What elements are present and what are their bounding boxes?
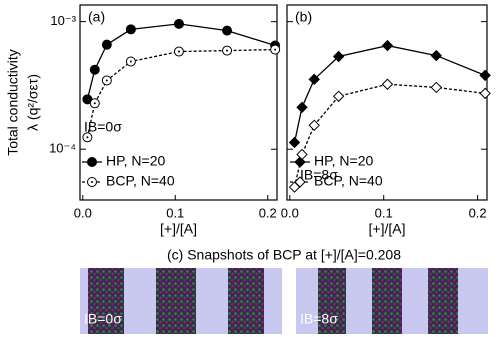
marker-dot: [91, 181, 93, 183]
marker: [173, 18, 184, 29]
snapshot-stripe: [428, 268, 458, 334]
marker: [89, 64, 100, 75]
x-axis-label: [+]/[A]: [160, 221, 197, 237]
marker: [87, 157, 97, 167]
plot-frame: [286, 4, 488, 201]
snapshot-label: IB=8σ: [300, 311, 338, 327]
marker: [479, 87, 491, 100]
marker-dot: [274, 48, 277, 51]
snapshot-right: IB=8σ: [296, 268, 488, 334]
snapshot-title: (c) Snapshots of BCP at [+]/[A]=0.208: [167, 247, 401, 263]
marker: [479, 69, 491, 82]
snapshot-stripe: [228, 268, 264, 334]
snapshot-stripe: [88, 268, 124, 334]
annotation: IB=0σ: [84, 119, 122, 135]
marker-dot: [105, 79, 108, 82]
snapshot-stripe: [372, 268, 402, 334]
y-axis-label: λ (q²/σετ): [25, 74, 41, 131]
snapshot-left: IB=0σ: [80, 268, 282, 334]
marker: [125, 24, 136, 35]
marker-dot: [86, 136, 89, 139]
y-tick-label: 10⁻⁴: [49, 141, 76, 156]
marker: [294, 176, 306, 188]
marker: [308, 73, 320, 86]
marker: [101, 39, 112, 50]
panel-label: (a): [88, 9, 105, 25]
marker: [308, 119, 320, 132]
y-axis-label: Total conductivity: [5, 49, 21, 156]
marker: [332, 50, 345, 63]
legend-label: HP, N=20: [106, 153, 165, 169]
marker: [332, 90, 345, 102]
series-line: [293, 44, 486, 143]
x-tick-label: 0.2: [469, 205, 487, 220]
x-tick-label: 0.0: [74, 205, 92, 220]
legend-label: BCP, N=40: [314, 173, 383, 189]
marker: [222, 25, 233, 36]
marker: [288, 136, 301, 149]
series-line: [86, 23, 276, 100]
snapshot-stripe: [156, 268, 196, 334]
x-tick-label: 0.0: [281, 205, 299, 220]
marker: [296, 101, 308, 114]
marker: [381, 39, 394, 52]
plot-frame: [79, 4, 278, 201]
annotation: IB=8σ: [300, 167, 338, 183]
x-tick-label: 0.1: [166, 205, 184, 220]
marker-dot: [177, 50, 180, 53]
legend-label: BCP, N=40: [106, 173, 175, 189]
marker-dot: [129, 60, 132, 63]
marker: [430, 81, 443, 94]
x-tick-label: 0.2: [259, 205, 277, 220]
marker-dot: [93, 102, 96, 105]
marker: [430, 49, 443, 62]
x-tick-label: 0.1: [375, 205, 393, 220]
legend-label: HP, N=20: [314, 153, 373, 169]
snapshot-stripe: [318, 268, 346, 334]
panel-label: (b): [295, 9, 312, 25]
marker: [296, 148, 308, 161]
y-tick-label: 10⁻³: [50, 13, 76, 28]
marker-dot: [226, 49, 229, 52]
x-axis-label: [+]/[A]: [369, 221, 406, 237]
marker: [381, 78, 394, 90]
snapshot-label: IB=0σ: [84, 311, 122, 327]
